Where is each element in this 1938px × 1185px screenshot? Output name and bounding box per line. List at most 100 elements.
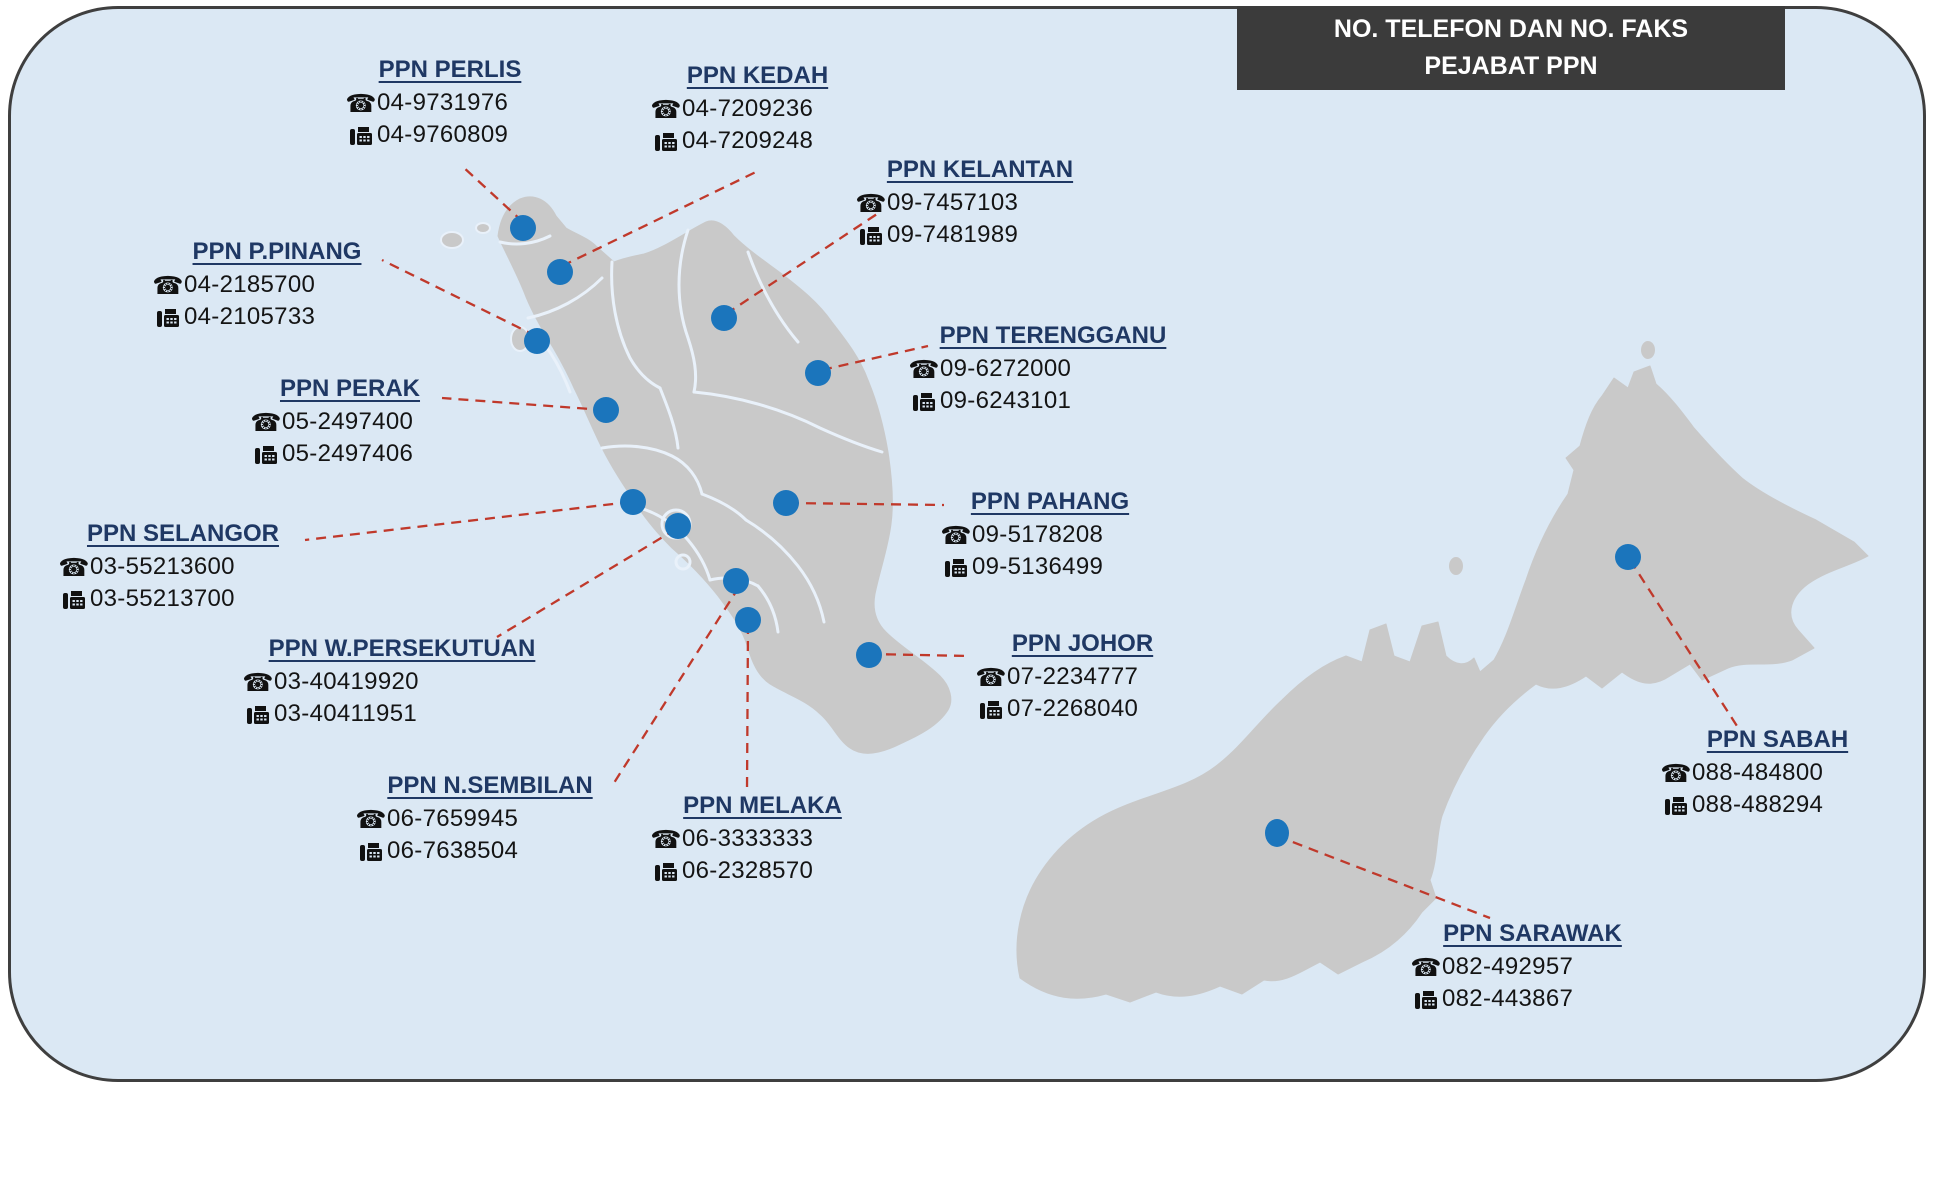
office-label-terengganu: PPN TERENGGANU ☎ 09-6272000 09-6243101 [908, 322, 1198, 419]
phone-icon: ☎ [650, 824, 682, 854]
islands-west [440, 222, 530, 352]
marker-kedah [547, 259, 573, 285]
phone-number: 04-7209236 [682, 95, 814, 122]
office-label-selangor: PPN SELANGOR ☎ 03-55213600 03-55213700 [58, 520, 308, 617]
fax-icon [650, 858, 682, 884]
fax-icon [855, 222, 887, 248]
phone-number: 06-7659945 [387, 805, 519, 832]
phone-number: 03-40419920 [274, 668, 419, 695]
office-label-sabah: PPN SABAH ☎ 088-484800 088-488294 [1660, 726, 1895, 823]
office-name: PPN N.SEMBILAN [387, 772, 593, 799]
office-label-perlis: PPN PERLIS ☎ 04-9731976 04-9760809 [345, 56, 555, 153]
phone-icon: ☎ [355, 804, 387, 834]
phone-icon: ☎ [58, 552, 90, 582]
phone-number: 04-2185700 [184, 271, 316, 298]
office-label-perak: PPN PERAK ☎ 05-2497400 05-2497406 [250, 375, 450, 472]
leader-terengganu [821, 344, 929, 372]
leader-pahang [788, 501, 945, 507]
fax-number: 082-443867 [1442, 985, 1574, 1012]
marker-perlis [510, 215, 536, 241]
office-name: PPN PERLIS [378, 56, 522, 83]
title-line1: NO. TELEFON DAN NO. FAKS [1333, 14, 1689, 43]
fax-number: 09-5136499 [972, 553, 1104, 580]
fax-number: 04-2105733 [184, 303, 316, 330]
leader-nsembilan [611, 586, 740, 787]
fax-icon [58, 586, 90, 612]
office-label-sarawak: PPN SARAWAK ☎ 082-492957 082-443867 [1410, 920, 1655, 1017]
marker-pahang [773, 490, 799, 516]
phone-icon: ☎ [908, 354, 940, 384]
fax-icon [908, 388, 940, 414]
fax-icon [975, 696, 1007, 722]
leader-selangor [304, 500, 631, 542]
phone-icon: ☎ [855, 188, 887, 218]
marker-nsembilan [723, 568, 749, 594]
phone-number: 09-6272000 [940, 355, 1072, 382]
phone-number: 09-5178208 [972, 521, 1104, 548]
office-name: PPN PERAK [279, 375, 421, 402]
fax-icon [152, 304, 184, 330]
office-label-nsembilan: PPN N.SEMBILAN ☎ 06-7659945 06-7638504 [355, 772, 625, 869]
office-name: PPN SARAWAK [1443, 920, 1622, 947]
phone-icon: ☎ [242, 667, 274, 697]
fax-icon [1410, 986, 1442, 1012]
office-label-kedah: PPN KEDAH ☎ 04-7209236 04-7209248 [650, 62, 865, 159]
marker-perak [593, 397, 619, 423]
fax-number: 09-6243101 [940, 387, 1072, 414]
title-box: NO. TELEFON DAN NO. FAKS PEJABAT PPN [1237, 6, 1785, 90]
office-label-johor: PPN JOHOR ☎ 07-2234777 07-2268040 [975, 630, 1190, 727]
map-borneo [1016, 365, 1869, 1003]
fax-icon [250, 441, 282, 467]
fax-icon [1660, 792, 1692, 818]
phone-icon: ☎ [152, 270, 184, 300]
phone-number: 06-3333333 [682, 825, 814, 852]
office-name: PPN SELANGOR [86, 520, 280, 547]
phone-icon: ☎ [1660, 758, 1692, 788]
marker-selangor [620, 489, 646, 515]
office-label-pahang: PPN PAHANG ☎ 09-5178208 09-5136499 [940, 488, 1160, 585]
fax-icon [345, 122, 377, 148]
office-name: PPN JOHOR [1011, 630, 1154, 657]
fax-icon [940, 554, 972, 580]
office-name: PPN SABAH [1706, 726, 1849, 753]
leader-melaka [745, 623, 750, 791]
marker-wpersekutuan [665, 513, 691, 539]
fax-number: 05-2497406 [282, 440, 414, 467]
office-name: PPN PAHANG [970, 488, 1130, 515]
state-boundaries [498, 228, 884, 634]
office-label-wpersekutuan: PPN W.PERSEKUTUAN ☎ 03-40419920 03-404119… [242, 635, 562, 732]
fax-number: 04-7209248 [682, 127, 814, 154]
marker-johor [856, 642, 882, 668]
phone-number: 088-484800 [1692, 759, 1824, 786]
office-name: PPN KELANTAN [886, 156, 1074, 183]
office-name: PPN TERENGGANU [939, 322, 1167, 349]
marker-sabah [1615, 544, 1641, 570]
marker-melaka [735, 607, 761, 633]
phone-number: 05-2497400 [282, 408, 414, 435]
phone-number: 03-55213600 [90, 553, 235, 580]
office-markers [510, 215, 1641, 847]
leader-kelantan [725, 211, 881, 315]
phone-icon: ☎ [345, 88, 377, 118]
fax-icon [650, 128, 682, 154]
marker-sarawak [1265, 819, 1289, 847]
title-line2: PEJABAT PPN [1424, 52, 1598, 80]
map-peninsular-malaysia [497, 196, 952, 754]
phone-icon: ☎ [1410, 952, 1442, 982]
office-label-ppinang: PPN P.PINANG ☎ 04-2185700 04-2105733 [152, 238, 402, 335]
marker-ppinang [524, 328, 550, 354]
leader-ppinang [381, 258, 537, 338]
leader-wpersekutuan [496, 528, 677, 638]
office-name: PPN MELAKA [683, 792, 842, 819]
office-name: PPN KEDAH [686, 62, 829, 89]
fax-number: 06-2328570 [682, 857, 814, 884]
office-name: PPN P.PINANG [192, 238, 362, 265]
fax-number: 088-488294 [1692, 791, 1824, 818]
phone-number: 04-9731976 [377, 89, 509, 116]
office-label-melaka: PPN MELAKA ☎ 06-3333333 06-2328570 [650, 792, 875, 889]
phone-number: 07-2234777 [1007, 663, 1139, 690]
office-name: PPN W.PERSEKUTUAN [268, 635, 536, 662]
islands-borneo [1449, 341, 1655, 575]
